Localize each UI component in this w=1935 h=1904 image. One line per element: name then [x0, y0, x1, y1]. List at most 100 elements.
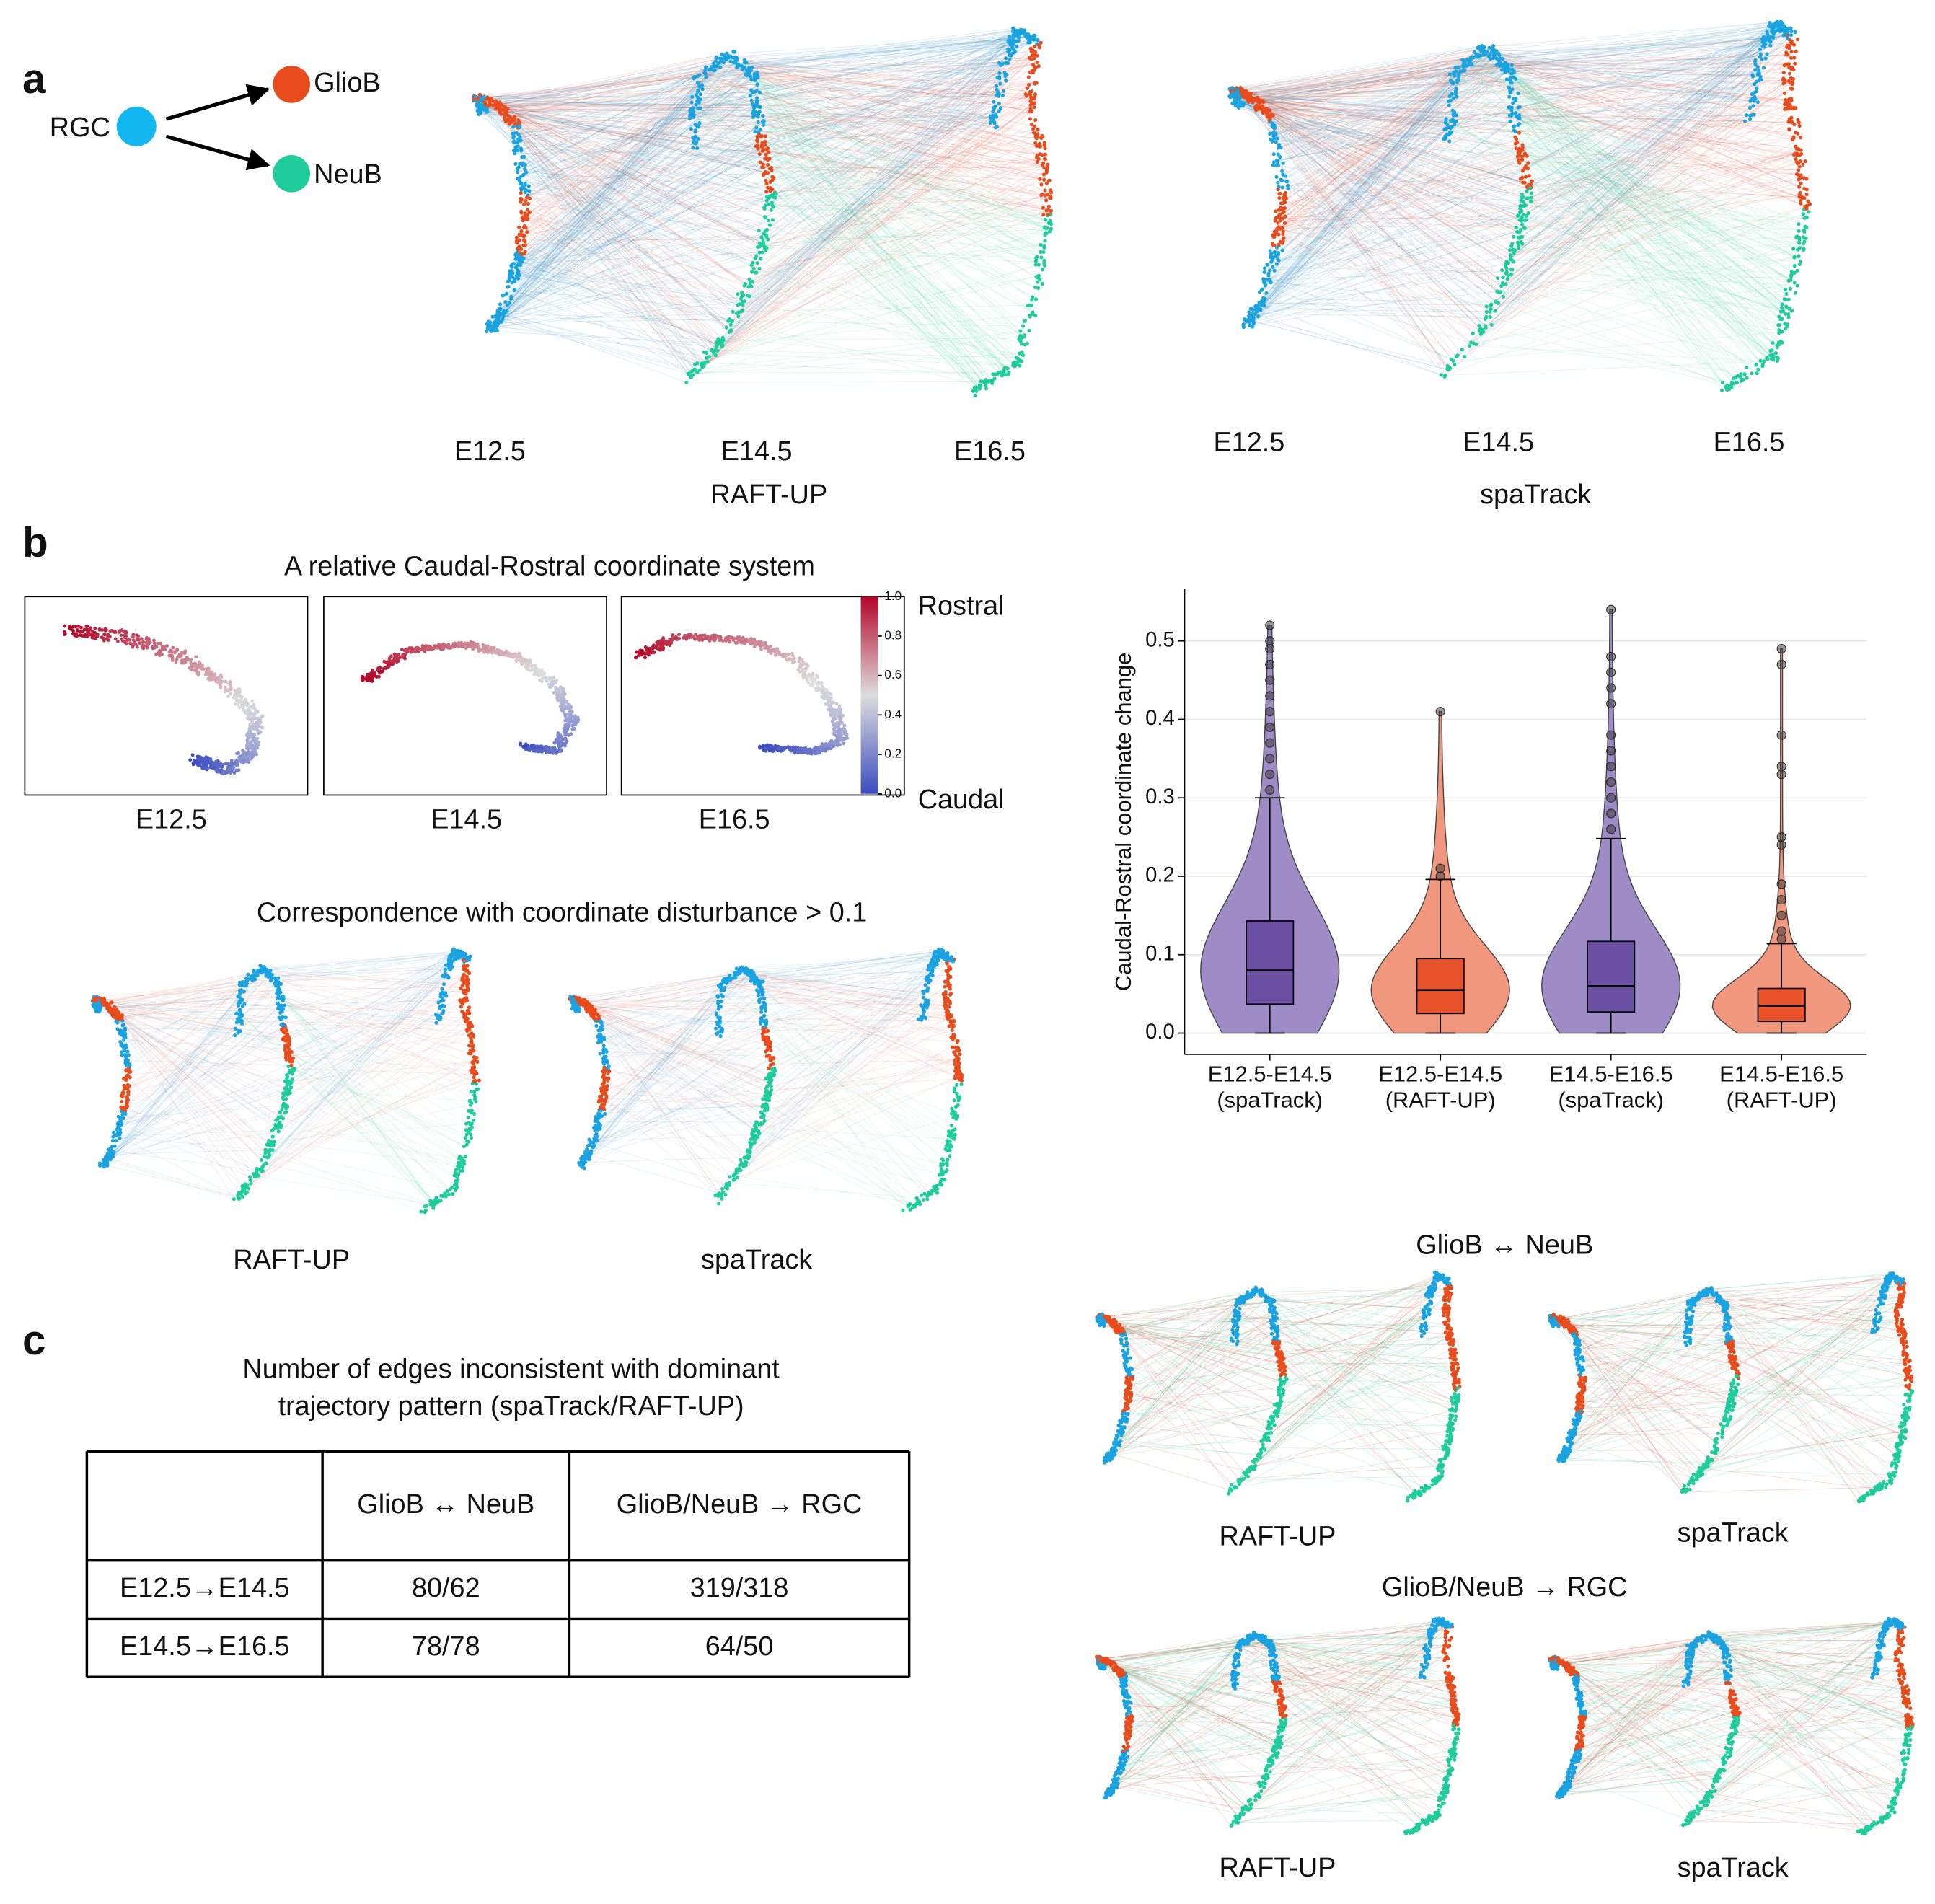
cell — [233, 695, 237, 699]
cell — [1514, 225, 1518, 229]
cell — [1507, 248, 1512, 252]
edge — [525, 53, 727, 229]
cell — [477, 112, 481, 117]
cell — [1011, 363, 1016, 368]
cell — [1453, 89, 1458, 93]
cell — [158, 641, 162, 645]
cell — [1271, 152, 1276, 157]
cell — [1493, 309, 1497, 313]
cell — [1786, 79, 1791, 83]
cell — [1797, 176, 1802, 180]
cell — [1048, 188, 1053, 193]
cell — [1748, 98, 1753, 102]
cell — [1489, 322, 1494, 327]
cell — [1797, 229, 1801, 233]
cell — [1019, 31, 1023, 35]
cell — [1279, 146, 1283, 150]
cell — [521, 202, 526, 207]
edge — [506, 70, 751, 294]
cell — [523, 250, 527, 254]
cell — [1514, 115, 1518, 119]
cell — [171, 645, 175, 650]
edge — [501, 63, 714, 110]
edge — [527, 144, 758, 196]
cell — [1484, 50, 1488, 55]
cell — [732, 61, 736, 65]
cell — [523, 162, 528, 167]
edge — [524, 216, 689, 374]
edge — [517, 123, 705, 367]
cell — [236, 752, 240, 756]
cell — [1797, 222, 1801, 226]
cell — [1779, 306, 1784, 310]
cell — [160, 647, 164, 651]
cell — [514, 235, 519, 239]
cell — [1777, 314, 1781, 319]
cell — [1794, 131, 1798, 135]
cell — [487, 100, 492, 104]
cell — [1768, 43, 1773, 48]
cell — [757, 151, 762, 157]
edge — [478, 114, 742, 294]
cell — [253, 747, 257, 751]
cell — [1505, 277, 1509, 281]
cell — [257, 721, 262, 726]
cell — [485, 322, 490, 326]
cell — [1276, 180, 1280, 185]
cell — [511, 139, 516, 144]
cell — [490, 314, 495, 319]
cell — [83, 634, 87, 638]
edge — [516, 133, 759, 273]
node-label: GlioB — [314, 68, 381, 98]
cell — [1021, 324, 1026, 328]
edge — [488, 63, 714, 107]
cell — [997, 102, 1001, 106]
cell — [1792, 281, 1797, 285]
cell — [516, 118, 521, 123]
edge — [524, 78, 755, 193]
panel-title: A relative Caudal-Rostral coordinate sys… — [284, 552, 815, 582]
cell — [764, 246, 769, 250]
cell — [123, 631, 128, 635]
cell — [698, 106, 702, 110]
cell — [227, 763, 232, 767]
cell — [252, 736, 256, 741]
edge — [499, 69, 705, 105]
edge — [518, 133, 759, 259]
cell — [1763, 56, 1768, 61]
cell — [1032, 52, 1036, 56]
cell — [1514, 146, 1518, 151]
time-label: E14.5 — [1463, 428, 1534, 458]
cell — [1803, 204, 1807, 208]
cell — [123, 640, 126, 644]
cell — [1510, 67, 1515, 71]
edge — [478, 106, 764, 247]
edge — [480, 108, 777, 195]
cell — [259, 715, 263, 719]
edge — [511, 270, 723, 343]
cell — [120, 637, 124, 641]
cell — [1802, 196, 1807, 200]
edge — [524, 239, 768, 241]
edge — [524, 204, 766, 232]
cell — [770, 168, 774, 172]
cell — [1046, 212, 1050, 217]
edge — [489, 102, 727, 328]
cell — [1031, 101, 1035, 105]
cell — [519, 232, 524, 237]
edge — [490, 192, 775, 323]
cell — [1787, 307, 1791, 311]
cell — [1789, 120, 1793, 124]
cell — [688, 115, 692, 119]
cell — [1275, 136, 1279, 141]
edge — [501, 104, 693, 138]
cell — [219, 765, 224, 769]
cell — [236, 702, 240, 707]
cell — [1444, 119, 1448, 123]
cell — [507, 122, 511, 126]
edge — [481, 106, 761, 163]
cell — [520, 184, 524, 188]
cell — [1753, 59, 1758, 63]
cell — [1049, 226, 1054, 231]
